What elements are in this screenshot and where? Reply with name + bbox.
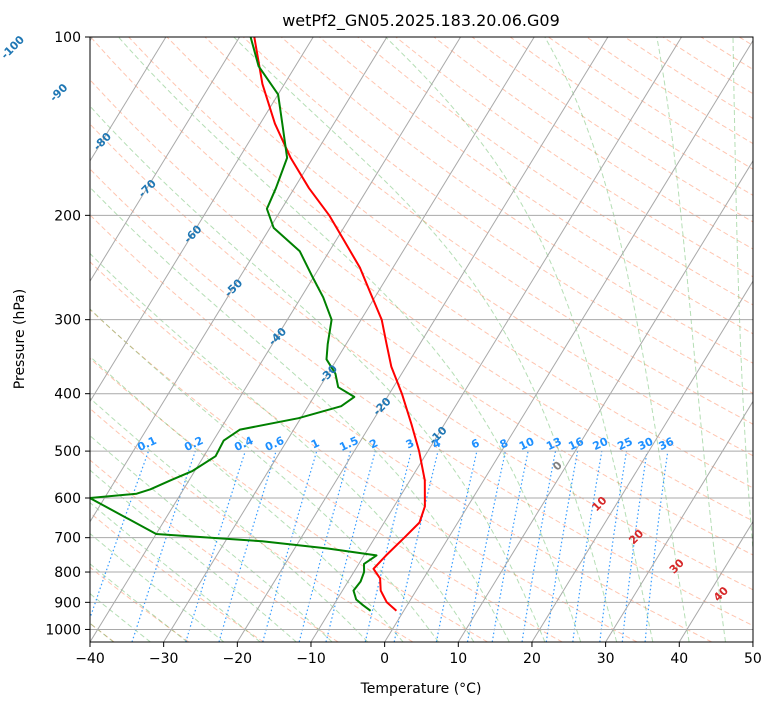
- isotherm-line: [310, 37, 682, 642]
- dewpoint-line: [90, 37, 378, 612]
- dry-adiabat-line: [90, 459, 339, 642]
- moist-adiabat-line: [118, 37, 582, 642]
- x-tick-label: −20: [223, 651, 253, 667]
- y-tick-label: 500: [54, 444, 81, 460]
- y-tick-label: 100: [54, 30, 81, 46]
- sounding-lines: [90, 37, 426, 612]
- background-lines: [90, 37, 753, 642]
- axes: −40 −30 −20 −10 0 10 20 30 40 50 100 200 300 400 500 60…: [45, 30, 761, 667]
- mixing-ratio-line: [621, 451, 648, 642]
- mixing-ratio-label: 13: [544, 435, 563, 453]
- mixing-ratio-line: [644, 451, 669, 642]
- moist-adiabat-line: [90, 355, 404, 642]
- mixing-ratio-line: [298, 450, 352, 642]
- dry-adiabat-line: [90, 37, 753, 522]
- mixing-ratio-line: [325, 450, 376, 642]
- mixing-ratio-label: 25: [615, 435, 634, 453]
- y-tick-label: 600: [54, 491, 81, 507]
- mixing-ratio-line: [262, 450, 318, 642]
- dry-adiabat-line: [90, 123, 753, 591]
- mixing-ratio-line: [572, 451, 603, 642]
- moist-adiabat-line: [90, 105, 546, 642]
- dry-adiabat-line: [204, 37, 753, 425]
- mixing-ratio-line: [545, 450, 579, 642]
- x-tick-label: −30: [149, 651, 179, 667]
- y-tick-label: 400: [54, 387, 81, 403]
- mixing-ratio-label: 16: [566, 435, 586, 453]
- mixing-ratio-line: [599, 451, 628, 642]
- dry-adiabat-line: [90, 357, 488, 642]
- moist-adiabat-line: [90, 501, 261, 642]
- isotherm-line: [605, 400, 753, 642]
- y-tick-label: 300: [54, 313, 81, 329]
- dry-adiabat-line: [319, 37, 753, 335]
- moist-adiabat-line: [656, 37, 726, 642]
- moist-adiabat-line: [90, 563, 188, 642]
- isotherm-line: [90, 37, 314, 403]
- y-tick-label: 800: [54, 565, 81, 581]
- isotherm-line: [90, 37, 461, 642]
- y-tick-label: 700: [54, 531, 81, 547]
- plot-frame: [89, 36, 754, 643]
- chart-title: wetPf2_GN05.2025.183.20.06.G09: [282, 11, 560, 31]
- x-tick-label: 50: [744, 651, 762, 667]
- moist-adiabat-line: [90, 469, 297, 642]
- y-axis-title: Pressure (hPa): [12, 289, 28, 389]
- mixing-ratio-label: 36: [657, 435, 677, 453]
- moist-adiabat-line: [90, 532, 225, 642]
- x-tick-label: 30: [597, 651, 615, 667]
- moist-adiabat-line: [90, 592, 151, 642]
- x-tick-label: 20: [523, 651, 541, 667]
- x-tick-label: −10: [296, 651, 326, 667]
- dry-adiabat-line: [166, 37, 753, 457]
- moist-adiabat-line: [90, 308, 439, 642]
- isotherm-line: [678, 520, 753, 642]
- mixing-ratio-label: 10: [517, 435, 537, 453]
- isotherm-line: [90, 37, 167, 162]
- isotherm-line: [457, 159, 753, 642]
- mixing-ratio-line: [364, 450, 412, 642]
- dry-adiabat-line: [90, 168, 753, 627]
- isotherm-line: [163, 37, 535, 642]
- isotherm-line: [90, 37, 388, 523]
- mixing-ratio-line: [131, 450, 196, 642]
- mixing-ratio-line: [185, 450, 246, 642]
- inline-labels: -100-90-80-70-60-50-40-30-20-100.1 0.2 0.4…: [0, 33, 731, 604]
- mixing-ratio-label: 20: [591, 435, 611, 453]
- x-tick-label: −40: [75, 651, 105, 667]
- dry-adiabat-line: [90, 512, 264, 642]
- isotherm-line: [384, 39, 753, 642]
- dry-adiabat-line: [357, 37, 753, 306]
- x-tick-label: 10: [449, 651, 467, 667]
- x-tick-label: 0: [380, 651, 389, 667]
- dry-adiabat-line: [90, 261, 638, 642]
- moist-adiabat-line: [90, 252, 475, 642]
- x-axis-title: Temperature (°C): [360, 681, 482, 697]
- temperature-line: [253, 37, 426, 612]
- y-tick-label: 900: [54, 595, 81, 611]
- isotherm-line: [236, 37, 609, 642]
- moist-adiabat-line: [544, 37, 690, 642]
- y-tick-label: 1000: [45, 622, 81, 638]
- moist-adiabat-line: [90, 186, 510, 642]
- isotherm-line: [531, 280, 753, 642]
- mixing-ratio-line: [218, 450, 277, 642]
- isotherm-line: [90, 37, 241, 283]
- x-tick-label: 40: [670, 651, 688, 667]
- y-tick-label: 200: [54, 208, 81, 224]
- moist-adiabat-line: [732, 37, 753, 556]
- mixing-ratio-label: 30: [636, 435, 656, 453]
- moist-adiabat-line: [90, 397, 369, 642]
- dry-adiabat-line: [90, 214, 712, 642]
- moist-adiabat-line: [385, 37, 654, 642]
- dry-adiabat-line: [128, 37, 753, 489]
- dry-adiabat-line: [242, 37, 753, 394]
